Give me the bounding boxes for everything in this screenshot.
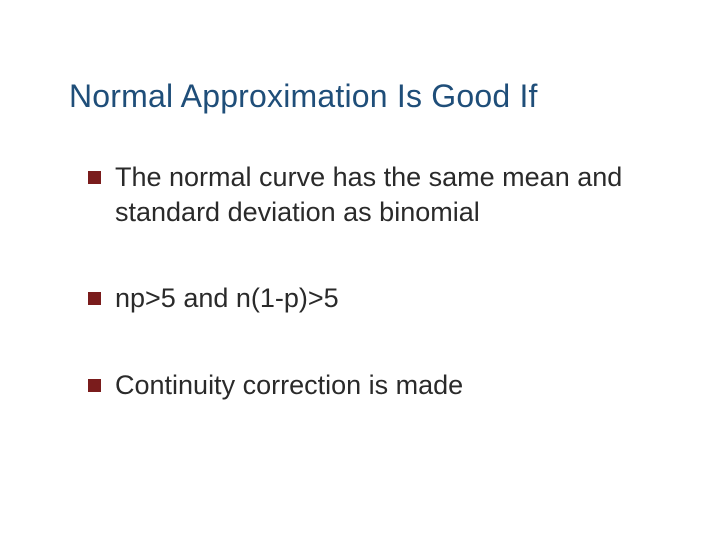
list-item: np>5 and n(1-p)>5	[88, 281, 660, 316]
square-bullet-icon	[88, 171, 101, 184]
bullet-list: The normal curve has the same mean and s…	[88, 160, 660, 454]
slide-title: Normal Approximation Is Good If	[69, 78, 680, 115]
square-bullet-icon	[88, 379, 101, 392]
bullet-text: The normal curve has the same mean and s…	[115, 160, 660, 229]
square-bullet-icon	[88, 292, 101, 305]
bullet-text: np>5 and n(1-p)>5	[115, 281, 339, 316]
list-item: Continuity correction is made	[88, 368, 660, 403]
bullet-text: Continuity correction is made	[115, 368, 463, 403]
list-item: The normal curve has the same mean and s…	[88, 160, 660, 229]
slide: Normal Approximation Is Good If The norm…	[0, 0, 720, 540]
